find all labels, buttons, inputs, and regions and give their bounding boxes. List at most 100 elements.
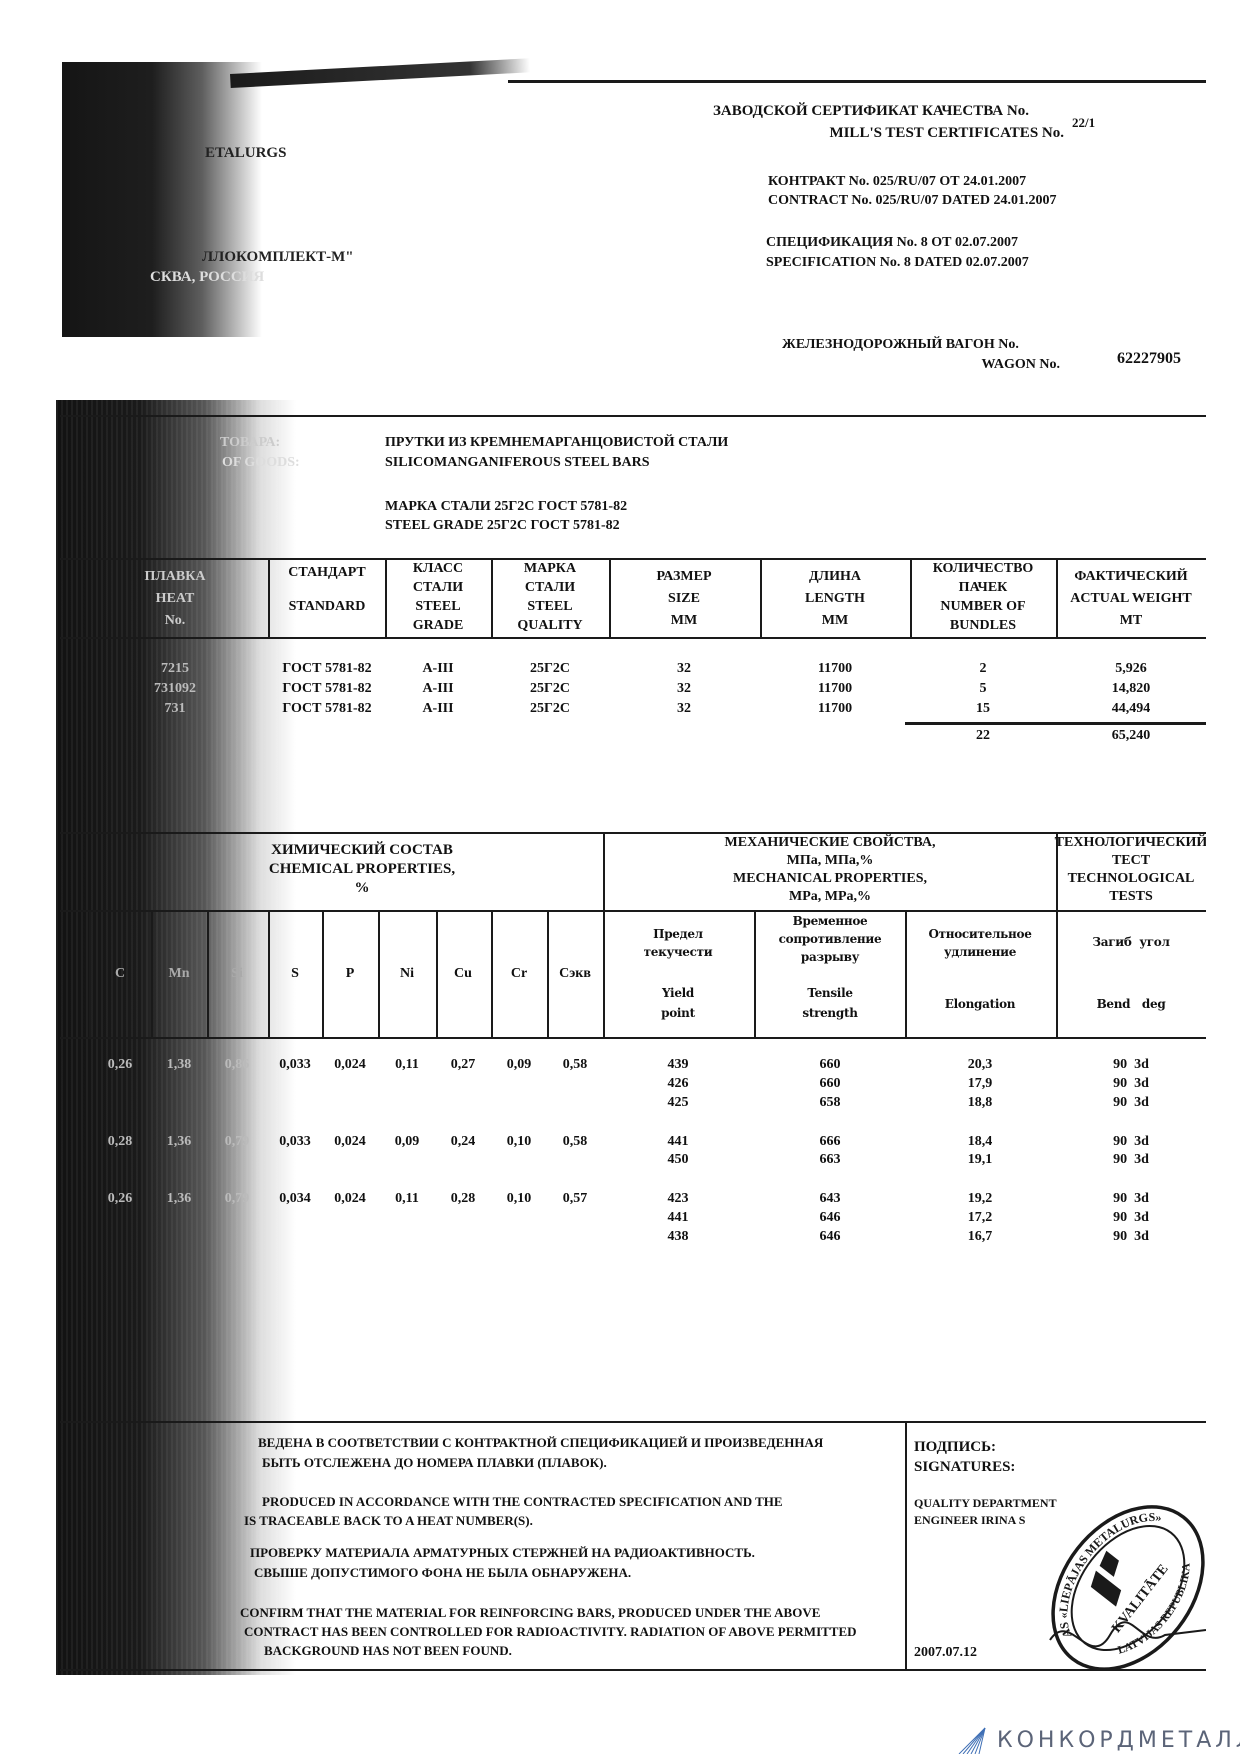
shipment-cell: 5 — [979, 681, 987, 696]
chemical-column-header: P — [345, 966, 355, 981]
shipment-cell: 32 — [677, 701, 691, 716]
chemical-title: % — [354, 880, 370, 896]
mechanical-column-header-en: Yield — [662, 986, 694, 1000]
mechanical-column-header-ru: Относительное — [928, 927, 1032, 941]
mechanical-column-header-ru: разрыву — [800, 950, 860, 964]
chemical-value: 0,09 — [394, 1134, 420, 1149]
mechanical-value: 18,4 — [967, 1134, 993, 1149]
mechanical-value: 19,1 — [967, 1152, 993, 1167]
notes-top-rule — [60, 1421, 1206, 1423]
mechanical-column-header-ru: сопротивление — [778, 932, 882, 946]
chemical-value: 0,024 — [334, 1191, 366, 1206]
shipment-cell: 2 — [979, 661, 987, 676]
chemical-value: 0,79 — [224, 1191, 250, 1206]
shipment-cell: 44,494 — [1111, 701, 1151, 716]
technological-title: ТЕХНОЛОГИЧЕСКИЙ — [1054, 835, 1206, 850]
properties-mid-rule — [60, 910, 1206, 912]
technological-title: TESTS — [1109, 889, 1153, 904]
chemical-column-header: C — [114, 966, 126, 981]
mechanical-value: 423 — [667, 1191, 689, 1206]
shipment-header-bottom-rule — [60, 637, 1206, 639]
party-fragment: СКВА, РОССИЯ — [150, 269, 265, 285]
mechanical-title: МЕХАНИЧЕСКИЕ СВОЙСТВА, — [724, 835, 936, 850]
chemical-value: 0,033 — [279, 1134, 311, 1149]
chemical-column-header: S — [291, 966, 299, 981]
mechanical-value: 450 — [667, 1152, 689, 1167]
chemical-value: 0,11 — [395, 1057, 419, 1072]
total-rule — [905, 722, 1206, 725]
specification-ru: СПЕЦИФИКАЦИЯ No. 8 ОТ 02.07.2007 — [766, 235, 1019, 250]
mechanical-column-header-ru: Временное — [792, 914, 868, 928]
shipment-header-cell: СТАЛИ — [524, 580, 576, 595]
signature-date: 2007.07.12 — [914, 1645, 977, 1660]
steel-grade-en: STEEL GRADE 25Г2С ГОСТ 5781-82 — [385, 518, 620, 533]
mechanical-value: 426 — [667, 1076, 689, 1091]
mechanical-value: 441 — [667, 1210, 689, 1225]
chemical-column-header: Si — [231, 966, 243, 981]
mechanical-value: 666 — [819, 1134, 841, 1149]
shipment-cell: 731092 — [154, 681, 196, 696]
shipment-header-cell: QUALITY — [517, 618, 583, 633]
signatures-label-en: SIGNATURES: — [914, 1459, 1016, 1475]
shipment-cell: 25Г2С — [529, 661, 571, 676]
stamp-logo-icon — [1090, 1570, 1122, 1607]
mechanical-value: 441 — [667, 1134, 689, 1149]
mechanical-value: 90 3d — [1113, 1152, 1149, 1167]
shipment-header-cell: STEEL — [527, 599, 573, 614]
fan-logo-icon — [958, 1727, 986, 1754]
shipment-header-cell: СТАЛИ — [412, 580, 464, 595]
chemical-value: 0,57 — [562, 1191, 588, 1206]
party-fragment: ЛЛОКОМПЛЕКТ-М" — [202, 249, 354, 265]
certificate-title-en: MILL'S TEST CERTIFICATES No. — [829, 125, 1064, 141]
chemical-value: 0,034 — [279, 1191, 311, 1206]
chemical-value: 1,36 — [166, 1191, 192, 1206]
mechanical-value: 425 — [667, 1095, 689, 1110]
chemical-title: CHEMICAL PROPERTIES, — [268, 861, 456, 877]
shipment-cell: 32 — [677, 661, 691, 676]
chemical-value: 0,26 — [107, 1191, 133, 1206]
shipment-cell: 11700 — [817, 661, 853, 676]
column-divider — [268, 558, 270, 637]
column-divider — [609, 558, 611, 637]
shipment-header-cell: HEAT — [155, 591, 195, 606]
column-divider — [603, 832, 605, 1037]
total-weight: 65,240 — [1111, 728, 1151, 743]
shipment-cell: 7215 — [161, 661, 189, 676]
chemical-title: ХИМИЧЕСКИЙ СОСТАВ — [271, 842, 453, 858]
column-divider — [436, 910, 438, 1037]
goods-description-ru: ПРУТКИ ИЗ КРЕМНЕМАРГАНЦОВИСТОЙ СТАЛИ — [385, 435, 729, 450]
wagon-label-en: WAGON No. — [981, 357, 1060, 372]
column-divider — [910, 558, 912, 637]
mechanical-value: 439 — [667, 1057, 689, 1072]
mechanical-value: 438 — [667, 1229, 689, 1244]
shipment-header-cell: LENGTH — [805, 591, 865, 606]
scan-smear-top — [62, 62, 262, 337]
column-divider — [151, 910, 153, 1037]
mechanical-value: 90 3d — [1113, 1191, 1149, 1206]
shipment-cell: A-III — [422, 701, 454, 716]
shipment-cell: 25Г2С — [529, 681, 571, 696]
column-divider — [268, 910, 270, 1037]
shipment-header-cell: ДЛИНА — [809, 569, 861, 584]
signature-divider — [905, 1421, 907, 1669]
certificate-number: 22/1 — [1072, 115, 1096, 130]
chemical-value: 0,28 — [450, 1191, 476, 1206]
shipment-header-cell: МАРКА — [523, 561, 577, 576]
mechanical-column-header-ru: текучести — [643, 945, 713, 959]
shipment-header-cell: NUMBER OF — [940, 599, 1026, 614]
mechanical-value: 646 — [819, 1229, 841, 1244]
bend-header-en: Bend deg — [1096, 997, 1166, 1011]
column-divider — [322, 910, 324, 1037]
note-line: ПРОВЕРКУ МАТЕРИАЛА АРМАТУРНЫХ СТЕРЖНЕЙ Н… — [250, 1545, 755, 1560]
mechanical-value: 646 — [819, 1210, 841, 1225]
shipment-header-cell: КОЛИЧЕСТВО — [932, 561, 1034, 576]
mechanical-value: 90 3d — [1113, 1229, 1149, 1244]
note-line: БЫТЬ ОТСЛЕЖЕНА ДО НОМЕРА ПЛАВКИ (ПЛАВОК)… — [262, 1455, 607, 1470]
chemical-value: 0,86 — [224, 1057, 250, 1072]
shipment-header-cell: ACTUAL WEIGHT — [1070, 591, 1192, 606]
mechanical-value: 20,3 — [967, 1057, 993, 1072]
shipment-header-top-rule — [60, 558, 1206, 560]
mechanical-value: 16,7 — [967, 1229, 993, 1244]
contract-ru: КОНТРАКТ No. 025/RU/07 ОТ 24.01.2007 — [768, 174, 1027, 189]
mechanical-column-header-en: Tensile — [807, 986, 853, 1000]
